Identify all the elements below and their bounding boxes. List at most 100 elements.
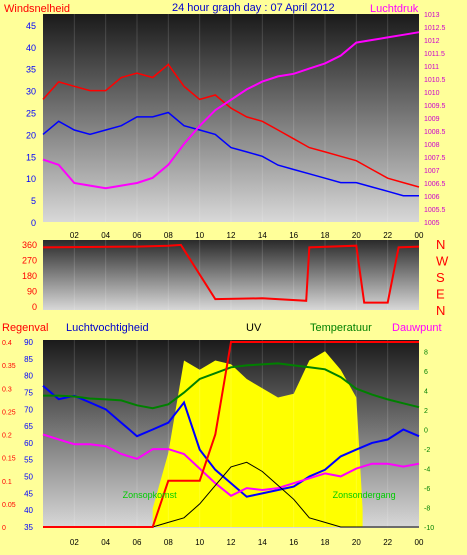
tick-direction: 360 [22,240,37,250]
x-tick-bottom: 18 [321,538,330,547]
x-tick-bottom: 00 [415,538,424,547]
tick-rain: 0.35 [2,363,16,370]
tick-pressure: 1006 [424,194,440,201]
tick-temp: -6 [424,486,430,493]
label-uv: UV [246,322,262,334]
tick-pressure: 1010 [424,90,440,97]
label-temp: Temperatuur [310,322,372,334]
tick-humidity: 90 [24,338,33,347]
x-tick-bottom: 14 [258,538,267,547]
tick-humidity: 65 [24,422,33,431]
tick-direction: 0 [32,302,37,312]
tick-wind: 0 [31,218,36,228]
label-humidity: Luchtvochtigheid [66,322,149,334]
tick-pressure: 1011.5 [424,51,445,58]
tick-temp: 6 [424,369,428,376]
tick-pressure: 1013 [424,12,440,19]
label-rain: Regenval [2,322,48,334]
tick-wind: 5 [31,196,36,206]
tick-rain: 0.3 [2,386,12,393]
tick-wind: 20 [26,130,36,140]
tick-humidity: 40 [24,506,33,515]
tick-pressure: 1011 [424,64,439,71]
tick-temp: -10 [424,525,434,532]
solar-area [152,351,363,527]
tick-temp: 0 [424,428,428,435]
x-tick-bottom: 12 [227,538,236,547]
tick-temp: 4 [424,389,428,396]
tick-pressure: 1006.5 [424,181,446,188]
tick-rain: 0.2 [2,433,12,440]
x-tick-top: 08 [164,231,173,240]
tick-pressure: 1012 [424,38,440,45]
x-tick-bottom: 06 [133,538,142,547]
x-tick-bottom: 08 [164,538,173,547]
compass-label: W [436,254,449,269]
tick-wind: 45 [26,21,36,31]
x-tick-bottom: 02 [70,538,79,547]
series-pressure [42,31,420,190]
tick-pressure: 1010.5 [424,77,446,84]
x-tick-top: 10 [195,231,204,240]
tick-direction: 180 [22,271,37,281]
tick-humidity: 55 [24,456,33,465]
x-tick-top: 06 [133,231,142,240]
compass-label: N [436,303,445,318]
tick-rain: 0.1 [2,479,12,486]
series-humidity [42,384,420,498]
chart-title: 24 hour graph day : 07 April 2012 [172,2,335,14]
tick-wind: 25 [26,109,36,119]
tick-pressure: 1005 [424,220,440,227]
tick-humidity: 45 [24,489,33,498]
compass-label: S [436,270,445,285]
x-tick-top: 20 [352,231,361,240]
annotation-sunset: Zonsondergang [333,490,396,500]
tick-wind: 10 [26,174,36,184]
series-temp [43,362,420,410]
tick-temp: 2 [424,408,428,415]
tick-rain: 0 [2,525,6,532]
tick-direction: 90 [27,287,37,297]
tick-pressure: 1008.5 [424,129,446,136]
series-dew [42,433,420,497]
series-wind_avg [42,111,419,197]
x-tick-bottom: 16 [289,538,298,547]
compass-label: E [436,287,445,302]
x-tick-top: 00 [415,231,424,240]
tick-pressure: 1005.5 [424,207,446,214]
tick-humidity: 75 [24,388,33,397]
x-tick-top: 12 [227,231,236,240]
tick-temp: -4 [424,467,430,474]
tick-wind: 30 [26,87,36,97]
x-tick-top: 22 [383,231,392,240]
annotation-sunrise: Zonsopkomst [123,490,178,500]
x-tick-top: 18 [321,231,330,240]
tick-temp: -2 [424,447,430,454]
x-tick-top: 04 [101,231,110,240]
ylabel-wind: Windsnelheid [4,3,70,15]
tick-pressure: 1008 [424,142,440,149]
series-rain [43,341,419,528]
tick-wind: 15 [26,152,36,162]
tick-humidity: 35 [24,523,33,532]
x-tick-bottom: 20 [352,538,361,547]
x-tick-top: 16 [289,231,298,240]
tick-pressure: 1009.5 [424,103,446,110]
ylabel-pressure: Luchtdruk [370,3,419,15]
tick-pressure: 1007 [424,168,440,175]
x-tick-bottom: 04 [101,538,110,547]
tick-pressure: 1012.5 [424,25,446,32]
tick-humidity: 60 [24,439,33,448]
tick-wind: 40 [26,43,36,53]
tick-rain: 0.05 [2,502,16,509]
x-tick-top: 02 [70,231,79,240]
label-dew: Dauwpunt [392,322,442,334]
tick-wind: 35 [26,65,36,75]
tick-humidity: 80 [24,372,33,381]
x-tick-top: 14 [258,231,267,240]
tick-humidity: 50 [24,473,33,482]
x-tick-bottom: 10 [195,538,204,547]
tick-humidity: 70 [24,405,33,414]
tick-pressure: 1007.5 [424,155,446,162]
